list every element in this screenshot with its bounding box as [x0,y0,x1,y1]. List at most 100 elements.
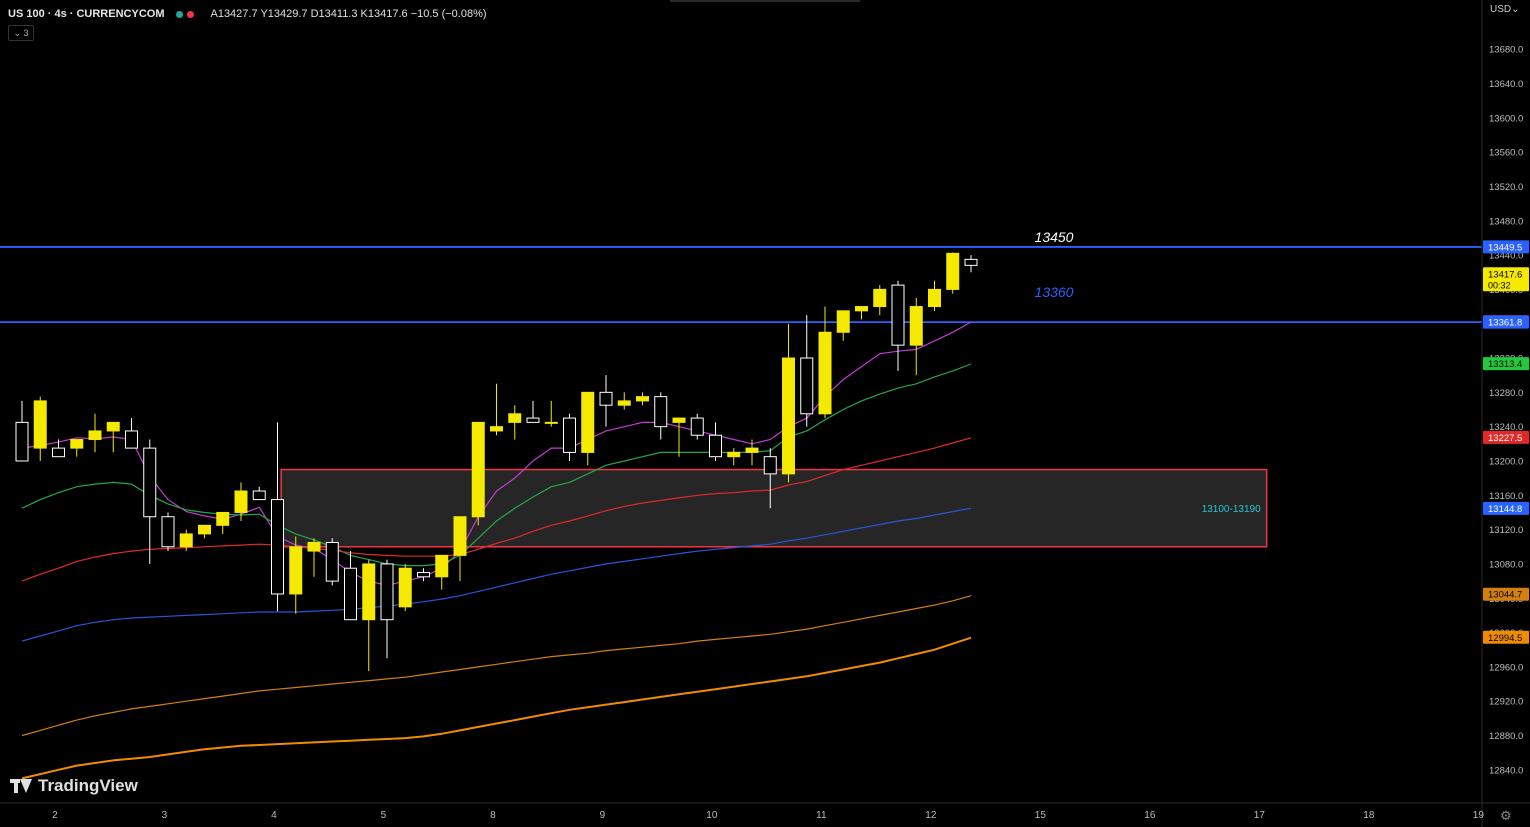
candle[interactable] [417,572,430,578]
candle[interactable] [398,567,412,608]
candle[interactable] [362,563,376,621]
candle[interactable] [344,567,357,621]
candle[interactable] [198,524,211,535]
candle[interactable] [855,306,868,312]
price-axis-tick: 12880.0 [1489,731,1523,742]
candle[interactable] [508,413,522,423]
candle[interactable] [873,288,887,308]
ema-line [21,507,972,642]
candle[interactable] [33,400,47,449]
candle[interactable] [581,391,595,453]
candle[interactable] [782,357,795,475]
gear-icon[interactable]: ⚙ [1500,808,1512,823]
candle[interactable] [745,447,759,453]
price-axis-label [1483,357,1529,371]
candle[interactable] [636,396,649,402]
candle[interactable] [490,426,503,432]
price-axis-label [1483,267,1529,292]
brand-text: TradingView [38,776,138,795]
market-open-dot [176,10,184,18]
price-axis-tick: 13160.0 [1489,491,1523,502]
candle[interactable] [435,554,449,578]
candle[interactable] [143,447,157,518]
price-axis-tick: 13080.0 [1489,559,1523,570]
candle[interactable] [70,439,84,449]
candle[interactable] [891,284,905,346]
candle[interactable] [690,417,704,436]
price-axis-tick: 13440.0 [1489,251,1523,262]
price-axis-tick: 13680.0 [1489,45,1523,56]
price-axis-tick: 12960.0 [1489,662,1523,673]
toolbar-handle[interactable] [670,0,860,2]
candle[interactable] [234,490,248,513]
price-axis-label-text: 13144.8 [1488,504,1522,515]
price-axis-tick: 13520.0 [1489,182,1523,193]
candle[interactable] [179,533,193,548]
support-zone[interactable] [280,468,1268,548]
candle[interactable] [125,430,138,449]
candle[interactable] [453,516,467,556]
symbol-title[interactable]: US 100 · 4s · CURRENCYCOM [8,8,165,20]
candle[interactable] [216,511,230,526]
time-axis-tick: 5 [381,810,387,821]
candle[interactable] [654,396,668,428]
support-zone-label: 13100-13190 [1202,504,1261,515]
candle[interactable] [161,516,175,548]
chart-legend: US 100 · 4s · CURRENCYCOM A13427.7 Y1342… [8,6,487,22]
candle[interactable] [471,421,485,518]
price-axis-label-text: 13044.7 [1488,590,1522,601]
candle[interactable] [800,357,814,415]
price-axis-tick: 13240.0 [1489,422,1523,433]
candle[interactable] [526,417,540,423]
time-axis-tick: 15 [1035,810,1047,821]
price-axis-tick: 13120.0 [1489,525,1523,536]
candle[interactable] [946,252,960,290]
candle[interactable] [307,541,321,552]
tradingview-logo: TradingView [10,776,138,796]
candle[interactable] [289,546,303,595]
candle[interactable] [271,499,284,595]
price-axis-tick: 13200.0 [1489,456,1523,467]
price-axis-label [1483,240,1529,254]
candle[interactable] [106,421,120,432]
time-axis-tick: 9 [600,810,606,821]
time-axis-tick: 10 [706,810,718,821]
candle[interactable] [380,563,394,621]
candle[interactable] [709,434,722,458]
candle[interactable] [763,456,777,475]
candle[interactable] [672,417,686,423]
candle[interactable] [617,400,631,406]
time-axis-tick: 4 [271,810,277,821]
candle[interactable] [928,288,941,308]
candle[interactable] [325,541,339,582]
candle[interactable] [15,421,29,462]
currency-selector[interactable]: USD⌄ [1490,4,1520,15]
ema-line [21,363,972,567]
time-axis-tick: 3 [162,810,168,821]
price-axis-label-text: 13313.4 [1488,359,1522,370]
time-axis-tick: 2 [52,810,58,821]
candle[interactable] [252,490,266,501]
ema-line [21,636,972,780]
candle[interactable] [727,451,741,458]
candle[interactable] [88,430,102,441]
indicators-toggle[interactable]: ⌄ 3 [8,25,34,41]
candle[interactable] [836,310,850,333]
price-axis-label-text: 12994.5 [1488,633,1522,644]
price-axis-label [1483,315,1529,329]
time-axis-tick: 11 [816,810,827,821]
horizontal-level-label: 13360 [1035,284,1074,300]
time-axis-tick: 16 [1144,810,1156,821]
candle[interactable] [52,447,65,458]
candle[interactable] [544,421,558,424]
candle[interactable] [818,331,832,415]
price-axis-label-text: 13417.6 [1488,269,1522,280]
candle[interactable] [909,306,923,346]
price-axis-tick: 12840.0 [1489,765,1523,776]
time-axis-tick: 19 [1473,810,1485,821]
candle[interactable] [964,258,978,266]
candle[interactable] [563,417,576,453]
candle[interactable] [599,391,613,406]
ema-line [21,595,972,737]
